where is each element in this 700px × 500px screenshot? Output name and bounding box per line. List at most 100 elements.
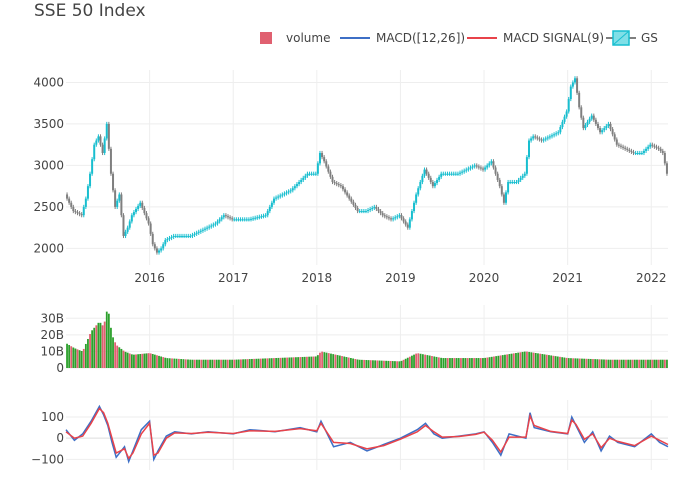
volume-bar xyxy=(545,354,548,368)
gs-candle-body xyxy=(471,166,474,168)
volume-bar xyxy=(394,361,396,368)
gs-candle-body xyxy=(383,215,386,217)
legend-item-macd[interactable]: MACD([12,26]) xyxy=(340,31,465,45)
gs-candle-body xyxy=(89,173,92,187)
volume-bar xyxy=(82,348,85,368)
legend-volume-swatch xyxy=(260,32,272,44)
gs-candle-body xyxy=(553,134,556,136)
volume-bar xyxy=(631,359,634,368)
volume-bar xyxy=(440,357,443,368)
gs-candle-body xyxy=(160,248,163,251)
gs-candle-body xyxy=(214,223,217,225)
volume-bar xyxy=(66,343,68,368)
volume-bar xyxy=(352,358,355,368)
gs-candle-body xyxy=(561,121,564,128)
gs-candle-body xyxy=(114,190,117,207)
gs-candle-body xyxy=(578,92,581,108)
gs-candle-body xyxy=(544,138,547,140)
gs-candle-body xyxy=(151,233,154,245)
gs-candle-body xyxy=(258,216,261,218)
gs-candle-body xyxy=(335,183,338,185)
gs-candle-body xyxy=(387,217,390,219)
volume-bar xyxy=(609,359,612,368)
legend-item-volume[interactable]: volume xyxy=(260,31,330,45)
gs-candle-body xyxy=(141,202,144,208)
gs-candle-body xyxy=(153,244,156,249)
legend-item-macd-signal[interactable]: MACD SIGNAL(9) xyxy=(467,31,604,45)
volume-bar xyxy=(356,359,359,368)
volume-bar xyxy=(449,358,451,368)
volume-bar xyxy=(638,359,641,368)
gs-candle-body xyxy=(208,226,211,228)
y-tick-label: −100 xyxy=(31,452,64,466)
volume-bar xyxy=(614,359,616,368)
volume-bar xyxy=(451,358,454,368)
legend-gs-swatch-diag xyxy=(612,30,630,46)
volume-bar xyxy=(512,353,515,368)
gs-candle-body xyxy=(86,186,89,199)
gs-candle-body xyxy=(452,173,455,175)
volume-bar xyxy=(570,358,572,368)
gs-candle-body xyxy=(465,169,468,171)
gs-candle-body xyxy=(596,123,599,129)
gs-candle-body xyxy=(224,215,227,217)
volume-bar xyxy=(213,359,216,368)
legend-gs-label: GS xyxy=(641,31,658,45)
gs-candle-body xyxy=(473,165,476,167)
volume-bar xyxy=(574,358,577,368)
gs-candle-body xyxy=(116,200,119,207)
gs-candle-body xyxy=(517,179,520,183)
gs-candle-body xyxy=(492,161,495,168)
volume-bar xyxy=(341,356,343,368)
volume-bar xyxy=(559,356,561,368)
gs-candle-body xyxy=(143,207,146,214)
volume-bar xyxy=(226,359,229,368)
volume-bar xyxy=(404,358,407,368)
gs-candle-body xyxy=(565,111,568,117)
gs-candle-body xyxy=(293,186,296,189)
volume-bar xyxy=(460,358,462,368)
legend-item-gs[interactable]: GS xyxy=(606,30,658,46)
y-tick-label: 2000 xyxy=(33,241,64,255)
gs-candle-body xyxy=(525,157,528,174)
gs-candle-body xyxy=(149,223,152,234)
gs-candle-body xyxy=(310,173,313,175)
gs-candle-body xyxy=(502,194,505,203)
gs-candle-body xyxy=(341,186,344,190)
volume-bar xyxy=(101,325,104,368)
gs-candle-body xyxy=(647,146,650,149)
volume-bar xyxy=(319,352,321,368)
gs-candle-body xyxy=(498,179,501,187)
volume-bar xyxy=(600,359,603,368)
gs-candle-body xyxy=(289,190,292,192)
volume-bar xyxy=(398,361,401,368)
volume-bar xyxy=(369,360,372,368)
gs-candle-body xyxy=(181,235,184,237)
gs-candle-body xyxy=(490,161,493,164)
volume-bar xyxy=(453,358,456,368)
volume-bar xyxy=(207,359,209,368)
volume-bar xyxy=(120,348,123,368)
gs-candle-body xyxy=(582,117,585,129)
gs-candle-body xyxy=(467,168,470,170)
y-tick-label: 0 xyxy=(56,361,64,375)
volume-bar xyxy=(97,322,100,368)
volume-bar xyxy=(539,353,542,368)
volume-bar xyxy=(211,359,214,368)
volume-bar xyxy=(114,342,117,368)
gs-candle-body xyxy=(325,161,328,167)
volume-bar xyxy=(358,359,361,368)
gs-candle-body xyxy=(170,236,173,239)
gs-candle-body xyxy=(410,211,413,220)
volume-bar xyxy=(567,358,570,368)
volume-bar xyxy=(484,357,487,368)
volume-bar xyxy=(110,327,112,368)
gs-candle-body xyxy=(609,123,612,130)
volume-bar xyxy=(446,358,449,368)
gs-candle-body xyxy=(122,215,125,236)
gs-candle-body xyxy=(665,163,668,174)
gs-candle-body xyxy=(661,150,664,153)
volume-bar xyxy=(561,357,564,368)
volume-bar xyxy=(180,359,183,368)
gs-candle-body xyxy=(275,197,278,199)
